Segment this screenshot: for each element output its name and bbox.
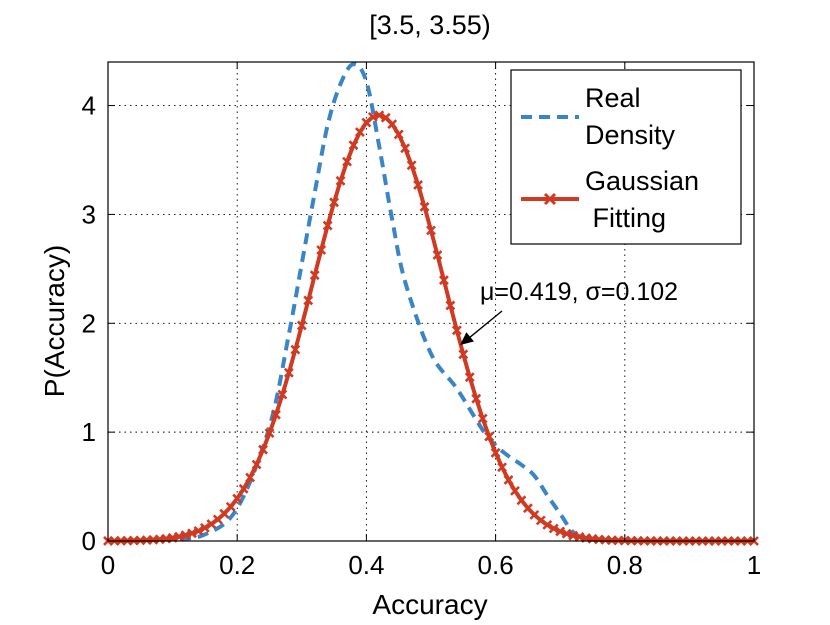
annotation-text: μ=0.419, σ=0.102 (480, 278, 678, 306)
gaussian-marker (342, 156, 352, 167)
legend-gaussian-marker (543, 192, 557, 206)
gaussian-marker (419, 201, 430, 212)
gaussian-marker (374, 110, 385, 121)
gaussian-marker (238, 483, 249, 494)
gaussian-marker (258, 444, 268, 455)
gaussian-marker (510, 485, 520, 496)
gaussian-marker (439, 275, 449, 286)
annotation: μ=0.419, σ=0.102 (460, 278, 678, 346)
gaussian-marker (232, 493, 243, 504)
chart-title: [3.5, 3.55) (369, 10, 491, 40)
gaussian-marker (271, 409, 281, 420)
gaussian-marker (193, 525, 204, 536)
gaussian-marker (355, 127, 365, 137)
gaussian-marker (497, 462, 507, 473)
y-axis-label: P(Accuracy) (39, 245, 70, 397)
gaussian-marker (445, 300, 456, 311)
gaussian-marker (303, 295, 314, 306)
gaussian-marker (322, 220, 333, 231)
gaussian-marker (490, 447, 501, 458)
gaussian-marker (503, 474, 514, 485)
legend-gaussian-label: Gaussian (585, 166, 699, 196)
gaussian-marker (264, 428, 275, 439)
gaussian-marker (516, 495, 527, 506)
gaussian-marker (251, 459, 262, 470)
legend-box (510, 69, 742, 245)
gaussian-marker (451, 325, 462, 336)
gaussian-marker (180, 530, 191, 541)
gaussian-marker (316, 245, 327, 255)
axes-frame (107, 61, 755, 542)
gaussian-marker (283, 367, 294, 378)
ticks: 0 0.2 0.4 0.6 0.8 1 0 1 2 3 4 (82, 62, 761, 580)
x-tick-label: 0.2 (219, 550, 255, 580)
gaussian-marker (199, 522, 210, 533)
gaussian-marker (471, 393, 482, 404)
x-tick-label: 0 (101, 550, 115, 580)
gaussian-marker (219, 508, 230, 519)
legend-real-label: Density (585, 120, 676, 150)
gaussian-marker (187, 528, 197, 539)
x-tick-label: 0.6 (478, 550, 514, 580)
y-tick-label: 0 (82, 526, 96, 556)
gaussian-marker (387, 119, 398, 130)
gaussian-marker (367, 111, 378, 122)
gaussian-marker (348, 140, 359, 151)
y-tick-label: 1 (82, 417, 96, 447)
gaussian-marker (548, 523, 559, 534)
gaussian-marker (329, 197, 340, 208)
annotation-arrow-head (460, 332, 474, 346)
gaussian-marker (542, 519, 553, 530)
y-tick-label: 3 (82, 199, 96, 229)
x-axis-label: Accuracy (372, 589, 487, 620)
gaussian-marker (290, 344, 301, 355)
gaussian-marker (335, 175, 346, 186)
x-tick-label: 1 (747, 550, 761, 580)
gaussian-marker (296, 320, 307, 331)
gaussian-marker (277, 389, 288, 400)
gaussian-marker (477, 413, 488, 424)
x-tick-label: 0.8 (607, 550, 643, 580)
gaussian-marker (393, 129, 404, 140)
gaussian-marker (309, 270, 320, 281)
gaussian-marker (535, 515, 546, 526)
gaussian-marker (406, 160, 417, 171)
gaussian-marker (400, 143, 411, 154)
gaussian-marker (225, 501, 236, 512)
gaussian-marker (464, 372, 475, 383)
y-tick-label: 2 (82, 308, 96, 338)
x-tick-label: 0.4 (348, 550, 384, 580)
annotation-arrow-line (463, 310, 503, 343)
gaussian-marker (555, 526, 566, 537)
gaussian-marker (426, 225, 436, 236)
gaussian-marker (561, 528, 572, 539)
legend-gaussian-label: Fitting (585, 203, 666, 233)
gaussian-marker (432, 250, 443, 260)
gaussian-marker (245, 472, 256, 483)
y-tick-label: 4 (82, 91, 96, 121)
legend: Real Density Gaussian Fitting (510, 69, 742, 245)
legend-real-label: Real (585, 83, 641, 113)
gaussian-marker (484, 431, 495, 442)
gaussian-marker (413, 180, 423, 190)
gaussian-marker (458, 349, 469, 360)
